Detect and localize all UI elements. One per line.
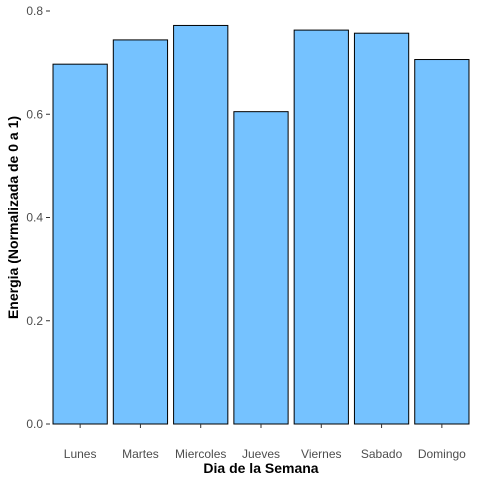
x-tick-label: Lunes (64, 447, 97, 461)
x-tick-label: Viernes (301, 447, 341, 461)
x-tick-label: Miercoles (175, 447, 226, 461)
bars (52, 24, 470, 425)
x-tick-label: Martes (122, 447, 159, 461)
bar-lunes (52, 63, 108, 425)
bar-jueves (233, 111, 289, 425)
y-tick-label: 0.8 (26, 4, 43, 18)
x-tick-label: Jueves (242, 447, 280, 461)
y-tick-label: 0.4 (26, 211, 43, 225)
bar-miercoles (173, 24, 229, 425)
y-axis-title: Energia (Normalizada de 0 a 1) (5, 116, 21, 319)
y-tick-label: 0.2 (26, 314, 43, 328)
axes: 0.0 0.2 0.4 0.6 0.8 Lunes Martes Miercoles Jueve… (26, 4, 466, 461)
bar-viernes (293, 29, 349, 425)
bar-sabado (353, 32, 410, 425)
y-tick-label: 0.6 (26, 107, 43, 121)
x-axis-title: Dia de la Semana (203, 460, 318, 476)
x-tick-label: Domingo (418, 447, 466, 461)
y-tick-label: 0.0 (26, 417, 43, 431)
bar-domingo (414, 59, 470, 425)
x-tick-label: Sabado (361, 447, 403, 461)
bar-martes (112, 39, 169, 425)
